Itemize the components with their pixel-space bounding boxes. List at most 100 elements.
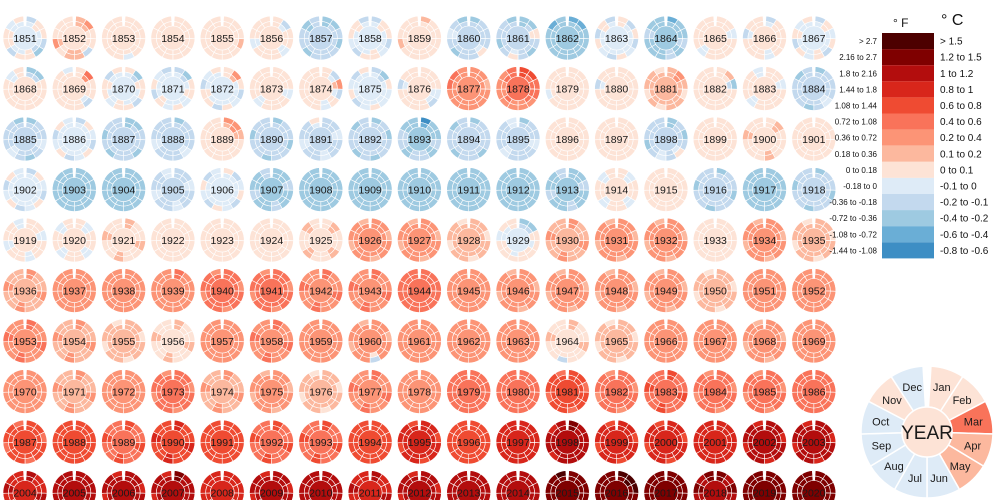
year-label: 1902 (13, 185, 37, 197)
year-ring: 1930 (545, 217, 590, 263)
year-ring: 1911 (446, 167, 491, 212)
key-month-label: Aug (884, 461, 904, 473)
year-ring: 1855 (199, 15, 245, 61)
year-label: 1866 (753, 33, 777, 45)
year-ring: 2011 (347, 470, 393, 500)
year-ring: 1963 (495, 318, 541, 364)
year-ring: 1941 (249, 268, 294, 313)
year-ring: 1999 (594, 419, 639, 465)
year-center (308, 177, 334, 202)
year-ring: 1959 (298, 318, 344, 364)
year-ring: 1993 (298, 419, 344, 465)
year-ring: 1955 (101, 318, 146, 364)
year-ring: 1895 (495, 116, 541, 162)
year-label: 1926 (358, 235, 382, 247)
year-ring: 1858 (347, 15, 393, 61)
year-label: 1869 (63, 84, 87, 96)
year-ring: 1964 (545, 318, 590, 364)
year-label: 1897 (605, 134, 629, 146)
year-ring: 1872 (199, 66, 245, 111)
year-center (308, 76, 334, 101)
year-label: 1871 (161, 84, 185, 96)
legend-fahrenheit-label: > 2.7 (859, 37, 878, 46)
year-ring: 1851 (2, 15, 48, 61)
year-label: 1962 (457, 336, 481, 348)
year-label: 1899 (704, 134, 728, 146)
year-ring: 1939 (150, 268, 196, 313)
year-ring: 2016 (594, 470, 639, 500)
year-label: 2008 (211, 488, 235, 500)
year-center (653, 76, 679, 101)
year-label: 1945 (457, 286, 481, 298)
year-center (505, 227, 531, 253)
year-center (357, 25, 383, 51)
legend-swatch (882, 97, 934, 114)
year-center (160, 126, 186, 152)
year-ring: 2009 (249, 470, 294, 500)
year-center (357, 227, 383, 253)
year-ring: 1871 (150, 66, 196, 111)
year-ring: 2010 (298, 470, 344, 500)
year-label: 1927 (408, 235, 432, 247)
legend-celsius-label: -0.8 to -0.6 (940, 246, 989, 257)
year-label: 1867 (802, 33, 826, 45)
year-label: 1906 (211, 185, 235, 197)
year-center (209, 76, 235, 101)
year-center (702, 126, 728, 152)
year-center (160, 227, 186, 253)
year-label: 1904 (112, 185, 136, 197)
year-center (702, 25, 728, 51)
year-label: 1865 (704, 33, 728, 45)
year-ring: 1853 (101, 15, 146, 61)
year-label: 2000 (654, 437, 678, 449)
year-label: 1916 (704, 185, 728, 197)
year-ring: 1984 (692, 369, 738, 414)
year-label: 1932 (654, 235, 678, 247)
year-ring: 1876 (397, 66, 442, 111)
year-ring: 1953 (2, 318, 48, 364)
year-label: 1933 (704, 235, 728, 247)
year-ring: 1903 (52, 167, 97, 212)
key-month-label: Dec (902, 382, 922, 394)
year-center (653, 278, 679, 303)
year-label: 1968 (753, 336, 777, 348)
legend-swatch (882, 49, 934, 66)
year-ring: 1862 (545, 15, 590, 61)
year-ring: 1926 (347, 217, 393, 263)
year-label: 1860 (457, 33, 481, 45)
year-ring: 1868 (2, 66, 48, 111)
year-ring: 1909 (347, 167, 393, 212)
year-label: 1870 (112, 84, 136, 96)
year-center (604, 278, 629, 303)
year-label: 1982 (605, 387, 629, 399)
year-label: 2010 (309, 488, 333, 500)
key-month-label: Jan (933, 382, 951, 394)
year-center (209, 25, 235, 51)
year-center (12, 278, 38, 303)
year-ring: 2005 (52, 470, 97, 500)
year-label: 1997 (506, 437, 530, 449)
year-center (407, 278, 432, 303)
year-label: 1978 (408, 387, 432, 399)
key-month-label: Jun (930, 473, 948, 485)
year-ring: 1944 (397, 268, 442, 313)
year-label: 1944 (408, 286, 432, 298)
key-month-label: Mar (964, 416, 983, 428)
year-ring: 1910 (397, 167, 442, 212)
year-label: 1949 (654, 286, 678, 298)
year-ring: 1998 (545, 419, 590, 465)
year-ring: 1865 (692, 15, 738, 61)
year-ring: 1969 (791, 318, 837, 364)
year-center (259, 25, 284, 51)
year-center (259, 177, 284, 202)
year-label: 2009 (260, 488, 284, 500)
year-label: 1928 (457, 235, 481, 247)
year-ring: 1867 (791, 15, 837, 61)
year-ring: 2002 (742, 419, 787, 465)
year-label: 1857 (309, 33, 333, 45)
year-label: 1895 (506, 134, 530, 146)
year-ring: 1950 (692, 268, 738, 313)
year-center (357, 126, 383, 152)
year-center (456, 25, 482, 51)
year-center (12, 227, 38, 253)
